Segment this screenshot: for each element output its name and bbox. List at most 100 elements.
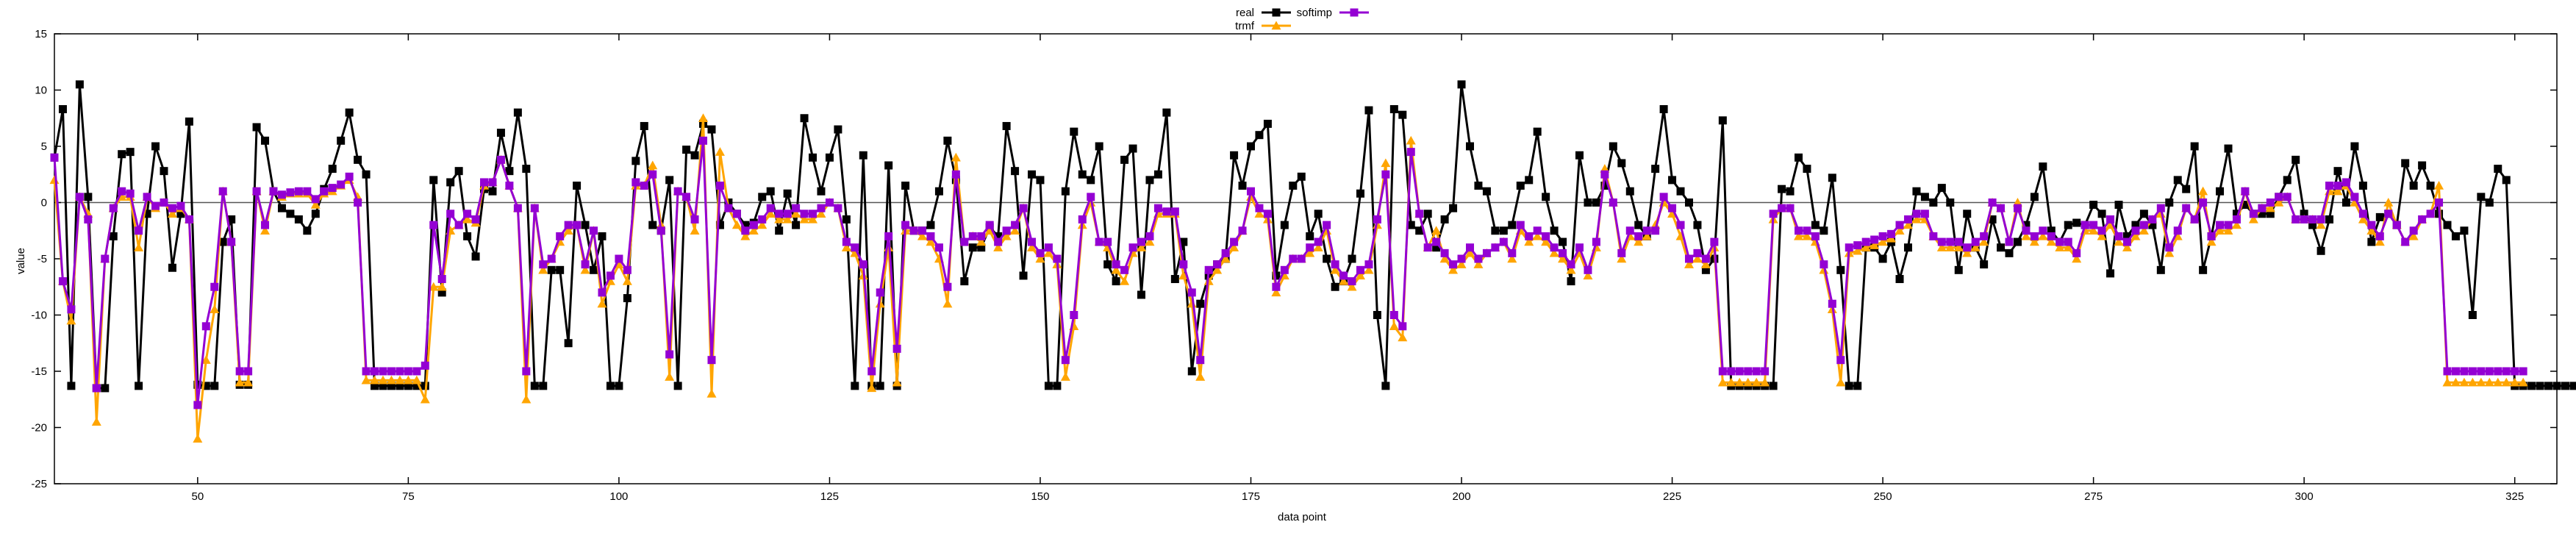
data-point-real [1795,154,1803,162]
data-point-softimp [1036,249,1044,257]
data-point-real [2098,210,2106,218]
data-point-softimp [2283,193,2291,201]
data-point-softimp [505,182,513,190]
data-point-real [2401,159,2409,167]
x-tick-label: 175 [1242,490,1260,503]
data-point-real [1348,255,1356,263]
data-point-real [876,382,884,390]
data-point-softimp [2334,182,2342,190]
data-point-softimp [758,215,766,223]
data-point-softimp [1702,255,1710,263]
data-point-real [1525,176,1533,184]
data-point-real [2089,201,2097,209]
data-point-softimp [1904,215,1912,223]
data-point-real [1836,266,1845,274]
data-point-softimp [2308,215,2316,223]
data-point-real [590,266,598,274]
data-point-softimp [2123,238,2131,246]
y-tick-label: 5 [41,140,47,153]
data-point-softimp [1584,266,1592,274]
data-point-softimp [244,368,252,376]
data-point-softimp [716,182,724,190]
data-point-softimp [531,204,539,212]
data-point-softimp [1534,226,1542,235]
data-point-real [598,232,606,240]
data-point-softimp [1120,266,1128,274]
data-point-softimp [2014,204,2022,212]
data-point-real [253,123,261,131]
data-point-real [1298,173,1306,181]
data-point-softimp [556,232,564,240]
data-point-softimp [59,277,67,285]
data-point-softimp [2511,368,2519,376]
data-point-softimp [1710,238,1718,246]
data-point-softimp [851,243,859,251]
data-point-softimp [801,210,809,218]
data-point-softimp [1441,249,1449,257]
data-point-softimp [1062,356,1070,364]
data-point-softimp [2098,226,2106,235]
data-point-softimp [707,356,715,364]
data-point-softimp [1432,238,1440,246]
data-point-real [354,156,362,164]
data-point-real [926,221,934,229]
data-point-real [851,382,859,390]
data-point-softimp [994,238,1002,246]
data-point-softimp [371,368,379,376]
data-point-softimp [1685,255,1693,263]
data-point-softimp [1845,243,1853,251]
data-point-real [1534,128,1542,136]
data-point-real [1449,204,1457,212]
data-point-softimp [1112,260,1120,268]
data-point-real [2006,249,2014,257]
data-point-real [1938,184,1946,192]
data-point-softimp [110,204,118,212]
data-point-softimp [1736,368,1744,376]
data-point-real [2502,176,2511,184]
data-point-softimp [1137,238,1145,246]
data-point-softimp [1559,249,1567,257]
data-point-real [1820,226,1828,235]
data-point-real [1997,243,2005,251]
data-point-softimp [1525,232,1533,240]
data-point-softimp [986,221,994,229]
data-point-softimp [472,215,480,223]
data-point-real [1154,171,1162,179]
data-point-softimp [2148,215,2156,223]
data-point-softimp [741,226,749,235]
data-point-real [573,182,581,190]
data-point-real [2199,266,2207,274]
data-point-real [1946,198,1954,207]
data-point-softimp [1500,238,1508,246]
data-point-softimp [1339,271,1348,279]
data-point-real [1045,382,1053,390]
data-point-softimp [573,221,581,229]
data-point-softimp [1575,243,1584,251]
data-point-softimp [842,238,851,246]
data-point-softimp [295,187,303,196]
data-point-softimp [657,226,665,235]
data-point-softimp [1171,207,1179,215]
data-point-softimp [2081,221,2089,229]
data-point-real [682,146,690,154]
data-point-softimp [1011,221,1019,229]
data-point-real [943,137,951,145]
data-point-softimp [1230,238,1238,246]
data-point-softimp [1879,232,1887,240]
data-point-real [1028,171,1036,179]
data-point-softimp [2435,198,2443,207]
data-point-real [2536,382,2544,390]
data-point-softimp [1853,241,1861,249]
data-point-softimp [278,190,286,198]
data-point-softimp [1820,260,1828,268]
data-point-softimp [2250,210,2258,218]
x-tick-label: 300 [2295,490,2314,503]
y-axis-label: value [15,248,27,274]
data-point-real [1963,210,1971,218]
data-point-softimp [691,215,699,223]
data-point-real [1381,382,1389,390]
data-point-softimp [2325,182,2333,190]
data-point-softimp [977,232,985,240]
data-point-softimp [1154,204,1162,212]
